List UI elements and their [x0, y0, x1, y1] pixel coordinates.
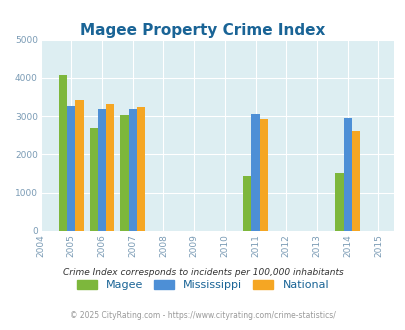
Text: © 2025 CityRating.com - https://www.cityrating.com/crime-statistics/: © 2025 CityRating.com - https://www.city… — [70, 311, 335, 320]
Bar — [106, 104, 114, 231]
Bar — [120, 115, 128, 231]
Bar — [243, 176, 251, 231]
Bar — [343, 118, 351, 231]
Bar — [351, 131, 359, 231]
Bar — [335, 173, 343, 231]
Bar — [251, 114, 259, 231]
Text: Crime Index corresponds to incidents per 100,000 inhabitants: Crime Index corresponds to incidents per… — [62, 268, 343, 277]
Legend: Magee, Mississippi, National: Magee, Mississippi, National — [72, 275, 333, 295]
Bar — [59, 75, 67, 231]
Text: Magee Property Crime Index: Magee Property Crime Index — [80, 23, 325, 38]
Bar — [136, 107, 145, 231]
Bar — [128, 109, 136, 231]
Bar — [67, 106, 75, 231]
Bar — [90, 128, 98, 231]
Bar — [98, 109, 106, 231]
Bar — [75, 100, 83, 231]
Bar — [259, 119, 267, 231]
